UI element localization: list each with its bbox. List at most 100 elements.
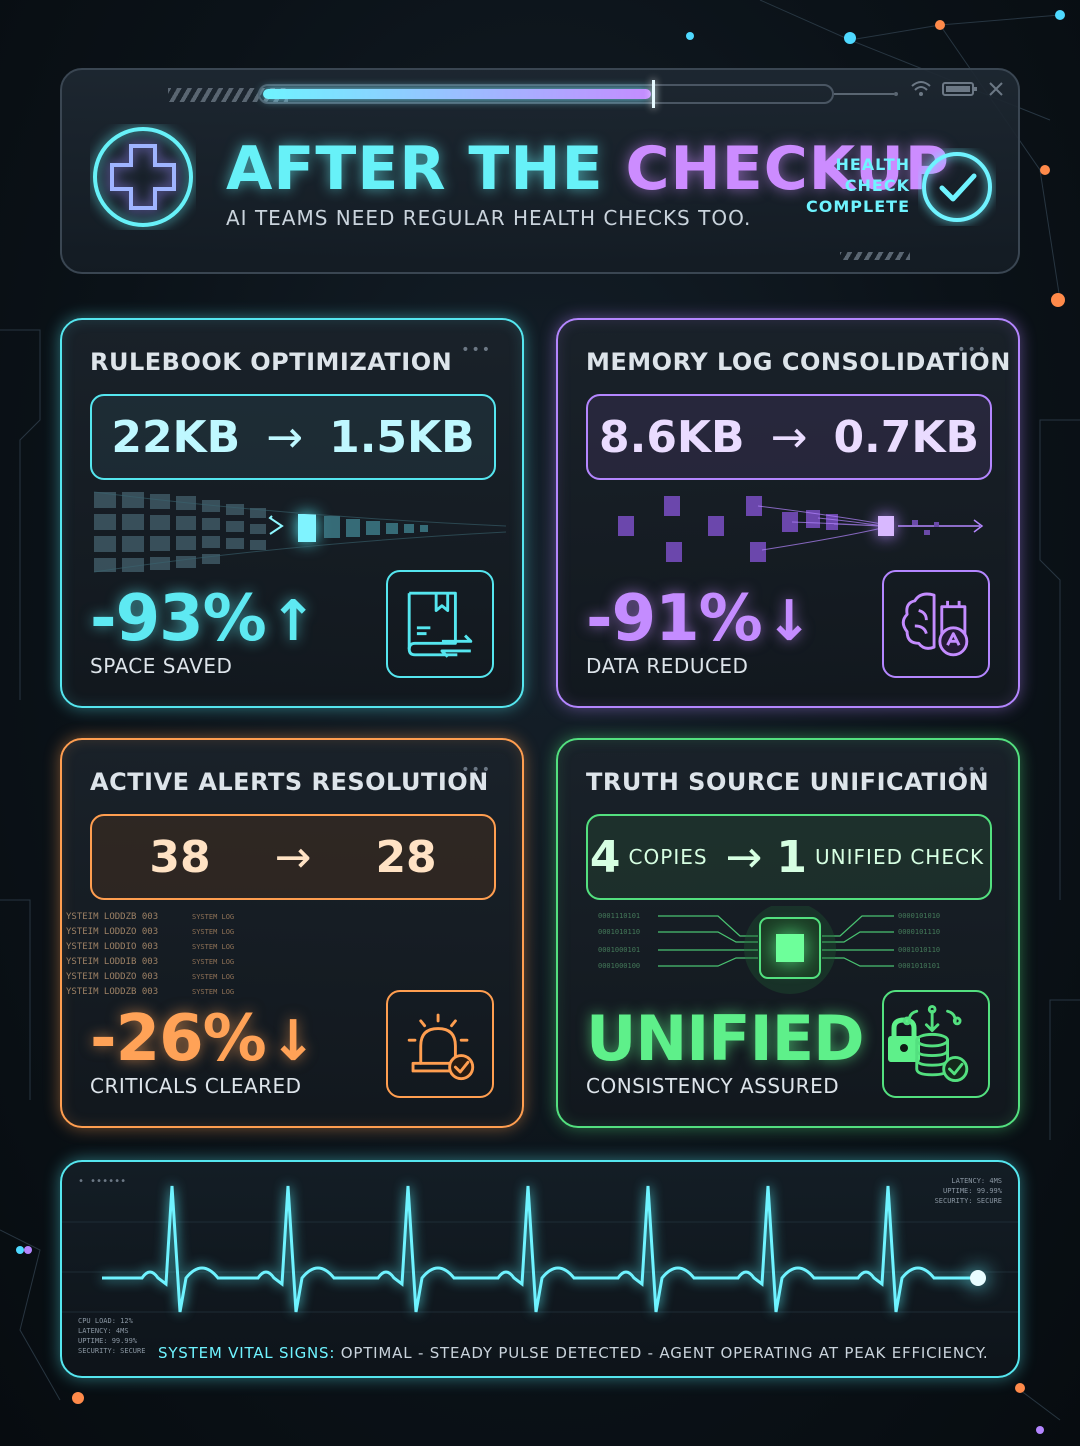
log-entry-list: YSTEIM LODDZB 003 YSTEIM LODDZO 003 YSTEIM… [66,910,176,1000]
arrow-down-icon: ↓ [765,589,813,654]
card-active-alerts-resolution: ••• ACTIVE ALERTS RESOLUTION 38 → 28 YST… [60,738,524,1128]
log-entry: YSTEIM LODDZO 003 [66,972,159,982]
before-unit: COPIES [628,845,708,869]
log-detail: SYSTEM LOG [192,958,235,966]
stat-line: CPU LOAD: 12% [78,1317,133,1325]
title-part-checkup: CHECKUP [625,134,950,204]
footer-dots-decoration: • •••••• [78,1176,126,1187]
icon-tile [882,570,990,678]
pulse-head [970,1270,986,1286]
card-title: ACTIVE ALERTS RESOLUTION [90,768,489,796]
card-menu-dots[interactable]: ••• [461,762,492,778]
page-title: AFTER THE CHECKUP [226,134,950,204]
svg-text:0000101010: 0000101010 [898,912,940,920]
before-value: 22KB [111,411,241,463]
check-circle-icon [922,152,992,222]
card-title: TRUTH SOURCE UNIFICATION [586,768,990,796]
copies-comparison: 4 COPIES → 1 UNIFIED CHECK [586,814,992,900]
log-detail: SYSTEM LOG [192,973,235,981]
svg-text:0001010110: 0001010110 [598,928,640,936]
svg-text:0000101110: 0000101110 [898,928,940,936]
log-entry: YSTEIM LODDZB 003 [66,912,159,922]
status-line-2: CHECK [844,176,910,195]
card-rulebook-optimization: ••• RULEBOOK OPTIMIZATION 22KB → 1.5KB -… [60,318,524,708]
before-value: 38 [149,831,211,883]
svg-text:0001010110: 0001010110 [898,946,940,954]
change-value: -26% [90,1002,267,1076]
status-line-3: COMPLETE [806,197,910,216]
alarm-check-icon [407,1013,475,1081]
network-node [1015,1383,1025,1393]
vital-signs-message: SYSTEM VITAL SIGNS: OPTIMAL - STEADY PUL… [158,1344,988,1362]
vital-signs-text: OPTIMAL - STEADY PULSE DETECTED - AGENT … [335,1344,989,1362]
size-comparison: 22KB → 1.5KB [90,394,496,480]
log-entry: YSTEIM LODDIO 003 [66,942,159,952]
space-saved-percent: -93%↑ [90,582,317,656]
card-caption: SPACE SAVED [90,654,233,678]
health-progress-cursor [652,80,655,108]
alert-count-comparison: 38 → 28 [90,814,496,900]
svg-text:0001000100: 0001000100 [598,962,640,970]
network-node [935,20,945,30]
card-menu-dots[interactable]: ••• [957,342,988,358]
arrow-down-icon: ↓ [269,1009,317,1074]
log-detail: SYSTEM LOG [192,928,235,936]
log-entry: YSTEIM LODDZB 003 [66,987,159,997]
database-check-icon [902,1005,969,1083]
close-icon[interactable] [988,81,1004,97]
icon-tile [882,990,990,1098]
unification-chip-visual: 0001110101 0001010110 0001000101 0001000100… [598,906,940,994]
status-line-1: HEALTH [835,155,910,174]
vital-signs-label: SYSTEM VITAL SIGNS: [158,1344,336,1362]
system-log-lines: YSTEIM LODDZB 003 YSTEIM LODDZO 003 YSTEIM… [66,910,386,1002]
right-arrow-icon: → [274,831,312,883]
card-truth-source-unification: ••• TRUTH SOURCE UNIFICATION 4 COPIES → … [556,738,1020,1128]
right-arrow-icon: → [266,411,304,463]
window-controls [910,80,1004,98]
stat-line: LATENCY: 4MS [78,1327,129,1335]
svg-text:0001110101: 0001110101 [598,912,640,920]
criticals-cleared-percent: -26%↓ [90,1002,317,1076]
health-check-status: HEALTH CHECK COMPLETE [802,154,910,217]
page-subtitle: AI TEAMS NEED REGULAR HEALTH CHECKS TOO. [226,206,752,230]
header-panel: AFTER THE CHECKUP AI TEAMS NEED REGULAR … [60,68,1020,274]
svg-text:0001010101: 0001010101 [898,962,940,970]
file-merge-visual [618,496,984,562]
stats-right: LATENCY: 4MS UPTIME: 99.99% SECURITY: SECU… [935,1176,1002,1206]
wifi-icon [911,81,931,96]
after-value: 1.5KB [329,411,475,463]
network-node [1036,1426,1044,1434]
network-node [72,1392,84,1404]
after-value: 28 [375,831,437,883]
card-memory-log-consolidation: ••• MEMORY LOG CONSOLIDATION 8.6KB → 0.7… [556,318,1020,708]
card-title: RULEBOOK OPTIMIZATION [90,348,453,376]
arrow-up-icon: ↑ [269,589,317,654]
brain-chip-icon [901,592,969,657]
unified-status: UNIFIED [586,1002,924,1075]
log-detail: SYSTEM LOG [192,988,235,996]
card-menu-dots[interactable]: ••• [461,342,492,358]
network-node [844,32,856,44]
medical-cross-icon [93,127,193,227]
change-value: UNIFIED [586,1002,865,1075]
stat-line: UPTIME: 99.99% [78,1337,138,1345]
health-progress-fill [263,89,651,99]
log-detail: SYSTEM LOG [192,943,235,951]
stat-line: SECURITY: SECURE [934,1197,1002,1205]
heartbeat-waveform: • •••••• [62,1176,1018,1313]
change-value: -93% [90,582,267,656]
book-transfer-icon [407,591,473,658]
card-menu-dots[interactable]: ••• [957,762,988,778]
card-title: MEMORY LOG CONSOLIDATION [586,348,1011,376]
log-detail-list: SYSTEM LOG SYSTEM LOG SYSTEM LOG SYSTEM LOG… [192,910,382,1000]
stat-line: SECURITY: SECURE [78,1347,146,1355]
battery-icon [942,82,977,96]
stats-left: CPU LOAD: 12% LATENCY: 4MS UPTIME: 99.99% S… [78,1316,145,1356]
network-node [1051,293,1065,307]
network-node [1040,165,1050,175]
data-reduced-percent: -91%↓ [586,582,813,656]
log-detail: SYSTEM LOG [192,913,235,921]
progress-line-decoration [834,92,898,96]
network-node [24,1246,32,1254]
network-node [16,1246,24,1254]
